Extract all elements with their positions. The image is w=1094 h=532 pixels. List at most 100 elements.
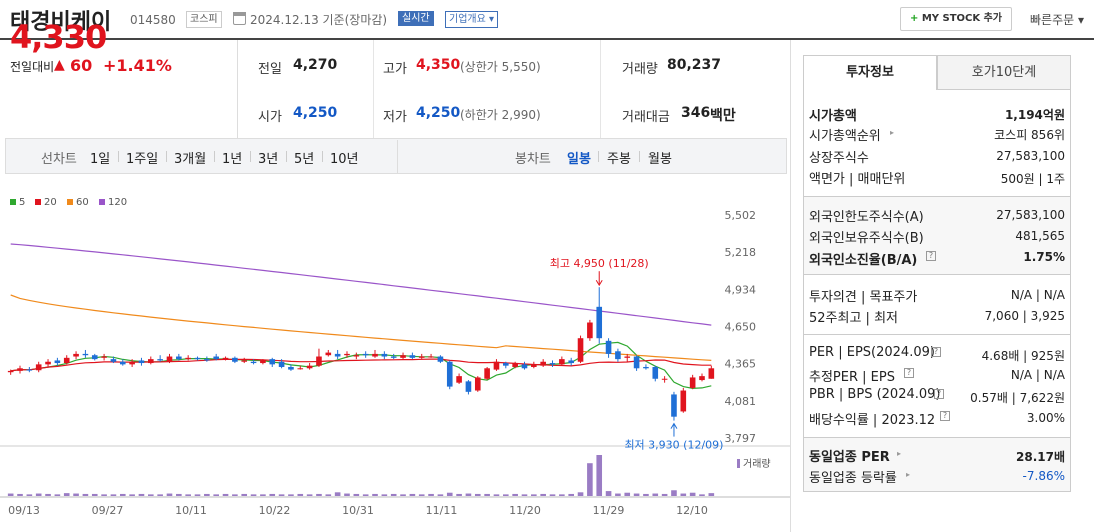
info-val-est-per: N/A | N/A (1010, 368, 1065, 382)
help-icon[interactable]: ? (926, 251, 936, 261)
info-key-sector-change: 동일업종 등락률 (809, 471, 897, 486)
volume-bar (661, 493, 668, 496)
volume-bar (129, 494, 135, 496)
candle-body (194, 357, 201, 360)
period-1y[interactable]: 1년 (222, 152, 243, 167)
tab-investment-info[interactable]: 투자정보 (803, 55, 937, 90)
info-val-foreign-held: 481,565 (1015, 229, 1065, 243)
legend-label: 60 (76, 197, 89, 208)
chevron-right-icon: ▸ (890, 128, 895, 137)
period-3m[interactable]: 3개월 (174, 152, 207, 167)
info-val-sector-per: 28.17배 (1016, 450, 1065, 464)
info-key-cap-rank: 시가총액순위 (809, 129, 881, 144)
quick-order-dropdown[interactable]: 빠른주문 ▾ (1030, 13, 1084, 27)
up-triangle-icon: ▲ (54, 57, 65, 73)
calendar-icon (233, 12, 246, 25)
line-chart-label: 선차트 (41, 152, 77, 167)
section-divider (803, 196, 1071, 197)
volume-bar (138, 493, 145, 496)
candle-body (512, 363, 518, 367)
section-divider (803, 274, 1071, 275)
volume-bar (73, 493, 79, 496)
period-weekly[interactable]: 주봉 (607, 152, 631, 167)
help-icon[interactable]: ? (940, 411, 950, 421)
volume-bar (568, 493, 574, 496)
volume-bar (512, 493, 518, 496)
volume-bar (437, 494, 444, 496)
help-icon[interactable]: ? (931, 347, 941, 357)
candle-body (474, 377, 481, 391)
candle-body (334, 353, 341, 357)
candle-chart-label: 봉차트 (515, 152, 551, 167)
candle-body (213, 356, 219, 360)
legend-label: 5 (19, 197, 25, 208)
separator (598, 151, 599, 162)
volume-bar (633, 493, 640, 496)
volume-bar (26, 494, 33, 496)
x-tick-label: 09/27 (92, 504, 124, 517)
info-key-dividend: 배당수익률 | 2023.12 (809, 413, 936, 428)
candle-body (344, 353, 350, 356)
separator (639, 151, 640, 162)
volume-bar (400, 494, 406, 496)
section-divider (803, 334, 1071, 335)
tab-order-book[interactable]: 호가10단계 (937, 55, 1071, 90)
y-tick-label: 4,934 (725, 283, 757, 296)
separator (214, 151, 215, 162)
candle-body (615, 351, 621, 360)
volume-bar (493, 494, 500, 496)
low-arrowhead (670, 422, 678, 429)
low-label: 저가 (383, 110, 407, 125)
period-daily[interactable]: 일봉 (567, 152, 591, 167)
info-val-pbr: 0.57배 | 7,622원 (970, 391, 1065, 405)
info-key-foreign-ratio: 외국인소진율(B/A) (809, 253, 918, 268)
my-stock-add-button[interactable]: + MY STOCK 추가 (900, 7, 1012, 31)
info-key-par: 액면가 | 매매단위 (809, 172, 906, 187)
candle-body (587, 322, 593, 339)
candle-body (91, 355, 98, 360)
candle-body (437, 356, 444, 362)
candle-body (409, 355, 416, 358)
candle-body (699, 376, 705, 381)
help-icon[interactable]: ? (904, 368, 914, 378)
period-3y[interactable]: 3년 (258, 152, 279, 167)
volume-bar (428, 493, 434, 496)
company-overview-dropdown[interactable]: 기업개요 ▾ (445, 11, 498, 28)
ma-5-line (10, 341, 712, 390)
period-1w[interactable]: 1주일 (126, 152, 159, 167)
info-table (803, 90, 1071, 492)
stats-divider (600, 40, 601, 138)
period-5y[interactable]: 5년 (294, 152, 315, 167)
candle-body (26, 369, 33, 371)
volume-bar (503, 494, 509, 496)
period-1d[interactable]: 1일 (90, 152, 111, 167)
candle-body (390, 356, 397, 358)
volume-bar (157, 494, 163, 496)
x-tick-label: 11/20 (509, 504, 541, 517)
candle-body (624, 356, 631, 358)
volume-bar (213, 494, 219, 496)
info-key-foreign-limit: 외국인한도주식수(A) (809, 210, 924, 225)
info-val-cap-rank: 코스피 856위 (994, 128, 1065, 142)
amount-unit: 백만 (710, 108, 736, 124)
help-icon[interactable]: ? (934, 389, 944, 399)
candle-body (306, 365, 313, 369)
volume-bar (204, 493, 210, 496)
period-monthly[interactable]: 월봉 (648, 152, 672, 167)
candle-body (17, 368, 23, 371)
volume-bar (549, 494, 556, 496)
candle-body (110, 359, 117, 362)
realtime-button[interactable]: 실시간 (398, 11, 434, 26)
volume-bar (540, 493, 546, 496)
volume-bar (91, 493, 98, 496)
info-val-market-cap: 1,194억원 (1004, 108, 1065, 122)
info-key-est-per: 추정PER | EPS (809, 370, 895, 385)
candle-body (428, 356, 434, 358)
period-10y[interactable]: 10년 (330, 152, 359, 167)
candle-body (465, 381, 472, 392)
separator (322, 151, 323, 162)
volume-bar (306, 494, 313, 496)
candle-body (185, 357, 191, 360)
legend-label: 120 (108, 197, 127, 208)
volume-bar (54, 494, 61, 496)
